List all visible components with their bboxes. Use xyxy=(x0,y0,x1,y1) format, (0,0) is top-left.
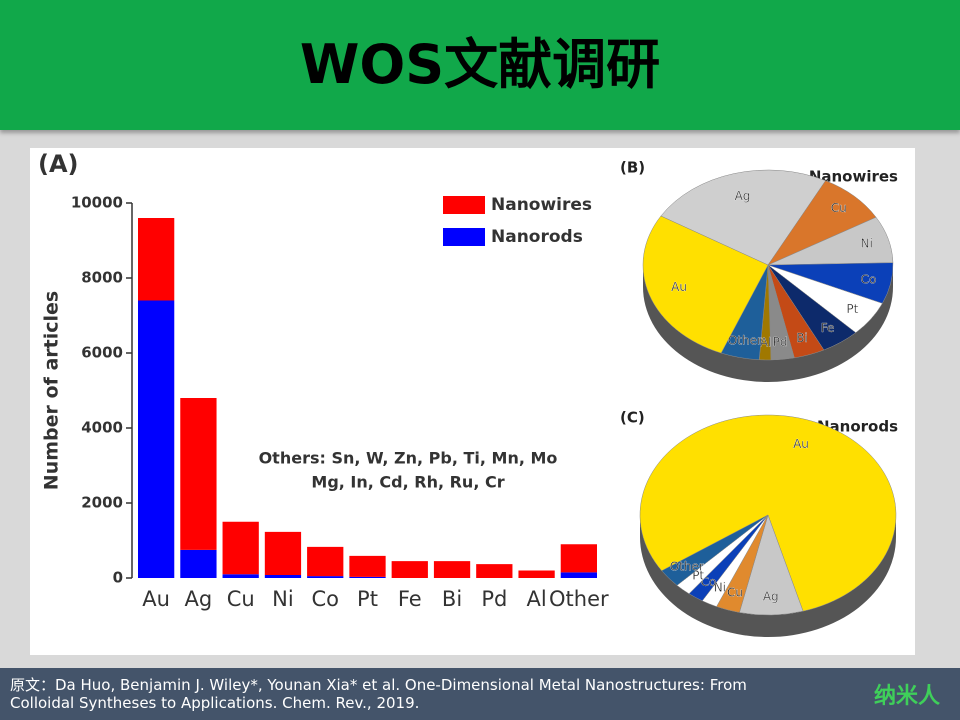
bar xyxy=(307,546,344,577)
x-tick-label: Pd xyxy=(481,587,507,611)
y-tick-label: 4000 xyxy=(81,419,123,437)
slice-label: Pd xyxy=(773,335,788,349)
x-tick-label: Ni xyxy=(272,587,294,611)
y-axis-label: Number of articles xyxy=(41,291,63,490)
x-tick-label: Cu xyxy=(227,587,255,611)
bar xyxy=(264,531,302,575)
bar xyxy=(391,561,428,578)
slice-label: Au xyxy=(793,437,809,451)
slice-label: Co xyxy=(861,273,877,287)
slice-label: Cu xyxy=(831,201,847,215)
x-tick-label: Ag xyxy=(185,587,213,611)
slice-label: Ag xyxy=(735,189,751,203)
panel-label: (A) xyxy=(38,150,79,178)
bar xyxy=(180,398,217,550)
bar xyxy=(222,574,259,578)
pie-title: Nanowires xyxy=(809,168,898,186)
legend-swatch xyxy=(443,228,485,246)
bar xyxy=(222,521,259,575)
slice-label: Ni xyxy=(860,236,872,250)
logo: 纳米人 xyxy=(873,684,940,709)
slide-title: WOS文献调研 xyxy=(299,33,661,96)
bar xyxy=(560,572,597,578)
y-tick-label: 8000 xyxy=(81,269,123,287)
bar xyxy=(138,300,175,578)
annotation: Mg, In, Cd, Rh, Ru, Cr xyxy=(311,473,504,492)
x-tick-label: Pt xyxy=(357,587,378,611)
bar xyxy=(518,570,555,578)
bar xyxy=(476,564,513,578)
header: WOS文献调研 xyxy=(0,0,960,130)
legend-swatch xyxy=(443,196,485,214)
pie-slice xyxy=(660,169,826,266)
slice-label: Ag xyxy=(763,589,779,603)
y-tick-label: 10000 xyxy=(71,194,123,212)
x-tick-label: Bi xyxy=(442,587,462,611)
bar xyxy=(180,549,217,578)
y-tick-label: 6000 xyxy=(81,344,123,362)
x-tick-label: Other xyxy=(549,587,609,611)
pie-slice xyxy=(642,215,769,354)
pie-slice xyxy=(661,514,769,586)
slice-label: Cu xyxy=(727,585,743,599)
slice-label: Pt xyxy=(692,569,704,583)
slice-label: Other xyxy=(670,559,704,573)
bar xyxy=(264,575,302,578)
citation-line: 原文：Da Huo, Benjamin J. Wiley*, Younan Xi… xyxy=(10,676,747,694)
legend-label: Nanorods xyxy=(491,227,583,247)
slice-label: Other xyxy=(728,333,762,347)
legend-label: Nanowires xyxy=(491,195,592,215)
bar xyxy=(307,576,344,578)
bar xyxy=(349,555,386,577)
y-tick-label: 0 xyxy=(113,569,123,587)
x-tick-label: Co xyxy=(311,587,339,611)
bar xyxy=(138,218,175,301)
pie-side xyxy=(643,265,893,382)
panel-label: (B) xyxy=(620,159,645,177)
footer: 原文：Da Huo, Benjamin J. Wiley*, Younan Xi… xyxy=(0,668,960,720)
annotation: Others: Sn, W, Zn, Pb, Ti, Mn, Mo xyxy=(259,449,558,468)
citation-line: Colloidal Syntheses to Applications. Che… xyxy=(10,694,420,712)
pie-side xyxy=(640,515,896,637)
slice-label: Pt xyxy=(846,302,858,316)
pie-slice xyxy=(639,414,897,612)
slice-label: Al xyxy=(760,335,772,349)
y-tick-label: 2000 xyxy=(81,494,123,512)
slice-label: Au xyxy=(671,280,687,294)
bar xyxy=(433,561,471,578)
x-tick-label: Au xyxy=(142,587,170,611)
panel-label: (C) xyxy=(620,409,645,427)
bar xyxy=(349,576,386,578)
x-tick-label: Al xyxy=(526,587,546,611)
x-tick-label: Fe xyxy=(398,587,422,611)
figure: (A) Number of articles 0 2000 4000 6000 8000 10… xyxy=(30,148,915,655)
slice-label: Ni xyxy=(714,580,726,594)
slice-label: Fe xyxy=(821,321,835,335)
slice-label: Bi xyxy=(796,331,808,345)
bar xyxy=(560,544,597,573)
